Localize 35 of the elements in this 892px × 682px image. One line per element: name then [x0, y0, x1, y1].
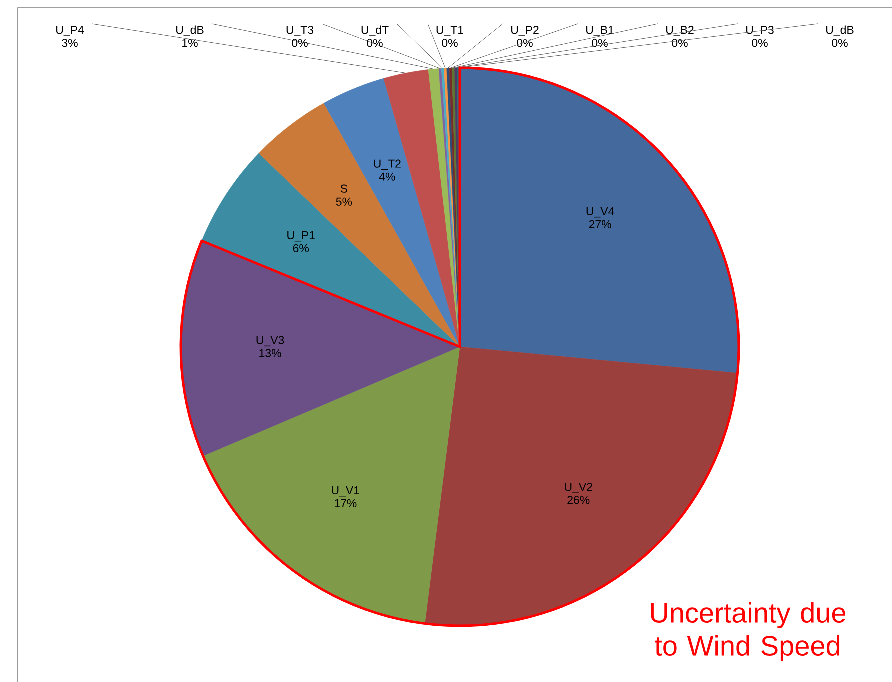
data-label: 26%	[568, 496, 590, 504]
data-label: 17%	[334, 499, 357, 508]
slice-label: U_dT	[362, 26, 389, 36]
data-label: 6%	[293, 244, 310, 253]
data-label: 0%	[367, 39, 383, 48]
data-label: 0%	[832, 39, 848, 48]
slice-label: U_dB	[176, 26, 204, 36]
data-label: 0%	[672, 39, 688, 48]
slice-label: U_T2	[374, 160, 401, 170]
data-label: 13%	[260, 349, 282, 358]
slice-label: S	[340, 184, 348, 193]
slice-label: U_V2	[565, 483, 592, 494]
slice-label: U_T1	[436, 26, 464, 36]
data-label: 4%	[379, 172, 396, 181]
slice-label: U_P2	[512, 26, 539, 36]
data-label: 0%	[592, 39, 608, 48]
slice-label: U_P4	[56, 26, 84, 36]
slice-label: U_V4	[586, 208, 614, 218]
slice-label: U_P3	[746, 26, 774, 36]
data-label: 0%	[752, 39, 768, 48]
data-label: 5%	[336, 198, 352, 206]
data-label: 0%	[517, 39, 533, 48]
slice-label: U_B1	[586, 26, 614, 36]
data-label: 1%	[182, 39, 198, 48]
slice-label: U_P1	[288, 232, 315, 242]
data-label: 27%	[589, 220, 612, 228]
slice-label: U_T3	[286, 26, 314, 36]
slice-label: U_V3	[256, 336, 284, 347]
slice-label: U_V1	[332, 486, 360, 497]
slice-label: U_B2	[666, 26, 694, 36]
slice-label: U_dB	[826, 26, 854, 36]
data-label: 0%	[292, 39, 308, 48]
text: Uncertainty due to Wind Speed	[651, 602, 846, 662]
data-label: 0%	[442, 39, 458, 48]
data-label: 3%	[62, 39, 78, 48]
